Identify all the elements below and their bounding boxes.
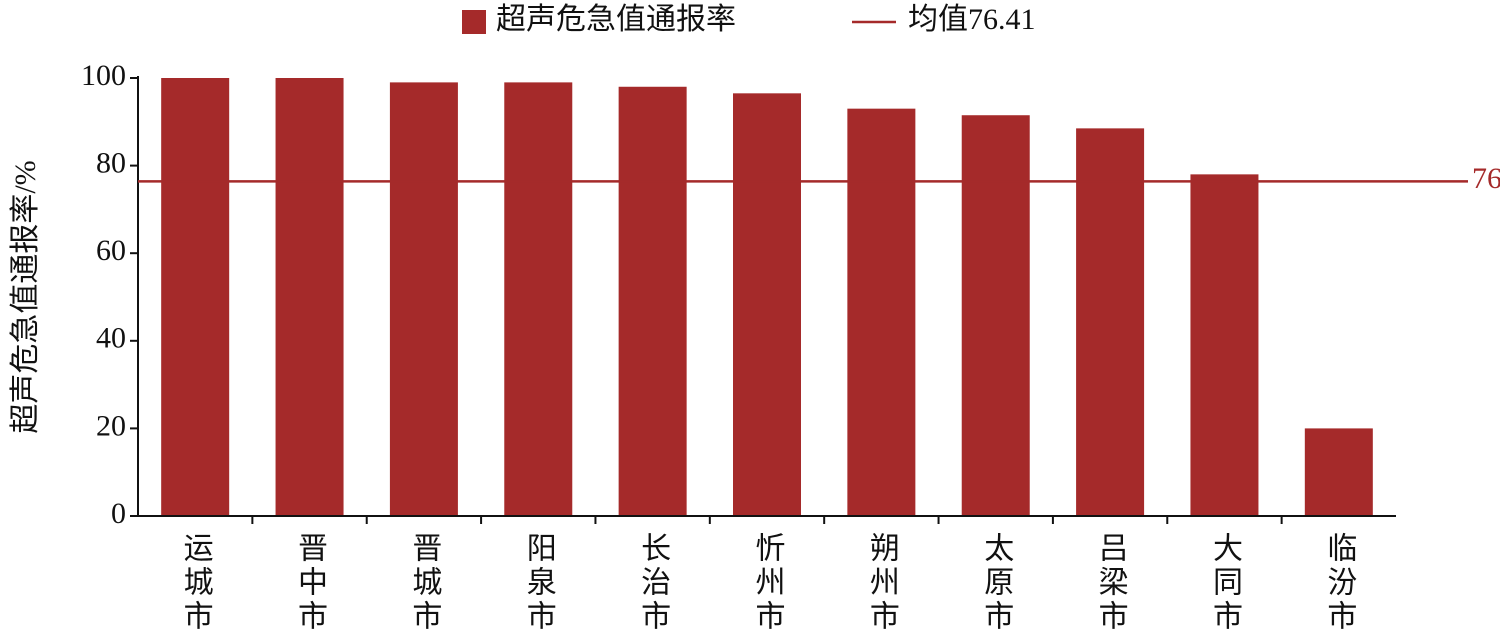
x-tick-label: 阳泉市	[522, 532, 556, 634]
legend-label: 均值76.41	[908, 3, 1036, 36]
x-tick-label: 朔州市	[865, 532, 900, 634]
bar	[504, 82, 573, 516]
x-tick-label: 临汾市	[1322, 532, 1356, 634]
y-axis-title: 超声危急值通报率/%	[9, 160, 42, 433]
y-tick-label: 40	[96, 322, 126, 355]
x-tick-label: 晋中市	[293, 532, 327, 634]
x-tick-label: 运城市	[179, 532, 213, 634]
bar	[1076, 128, 1145, 516]
bar	[275, 78, 344, 516]
bar	[389, 82, 458, 516]
bar	[961, 115, 1030, 516]
bar	[1190, 174, 1259, 517]
x-tick-label: 吕梁市	[1094, 532, 1128, 634]
y-tick-label: 60	[96, 234, 126, 267]
y-tick-label: 100	[81, 59, 126, 92]
mean-label: 76.41	[1472, 162, 1500, 195]
y-tick-label: 20	[96, 409, 126, 442]
bar	[1304, 428, 1373, 516]
x-tick-label: 大同市	[1208, 532, 1242, 634]
y-tick-label: 80	[96, 146, 126, 179]
bar	[847, 108, 916, 516]
legend-label: 超声危急值通报率	[496, 3, 736, 36]
bar	[618, 86, 687, 516]
legend-swatch	[462, 10, 486, 34]
x-tick-label: 太原市	[979, 532, 1013, 634]
x-tick-label: 晋城市	[407, 532, 441, 634]
x-tick-label: 长治市	[636, 532, 670, 634]
bar	[733, 93, 801, 516]
x-tick-label: 忻州市	[751, 532, 786, 634]
y-tick-label: 0	[111, 497, 126, 530]
bar	[161, 78, 230, 516]
